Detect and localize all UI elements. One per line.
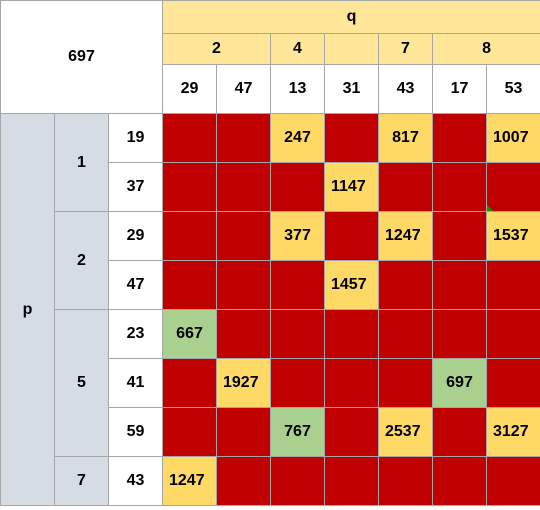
product-cell: 1147 <box>324 162 379 212</box>
p-value-header: 41 <box>108 358 163 408</box>
product-cell <box>485 260 540 310</box>
corner-value: 697 <box>0 0 163 114</box>
q-group-header: 4 <box>270 33 325 65</box>
product-cell <box>162 211 217 261</box>
p-value-header: 59 <box>108 407 163 457</box>
product-cell <box>270 456 325 506</box>
product-cell <box>162 162 217 212</box>
q-value-header: 31 <box>324 64 379 114</box>
product-cell <box>162 407 217 457</box>
q-value-header: 47 <box>216 64 271 114</box>
product-cell: 247 <box>270 113 325 163</box>
product-cell: 3127 <box>485 407 540 457</box>
product-cell <box>324 309 379 359</box>
p-group-header: 1 <box>54 113 109 212</box>
table-row: 2 29 377 1247 1537 <box>1 211 540 310</box>
table-row: 47 1457 <box>1 260 540 310</box>
q-value-header: 53 <box>485 64 540 114</box>
product-cell <box>324 358 379 408</box>
q-axis-label: q <box>161 0 540 34</box>
p-value-header: 43 <box>108 456 163 506</box>
p-group-header: 5 <box>54 309 109 457</box>
q-group-header: 2 <box>162 33 271 65</box>
q-value-header: 13 <box>270 64 325 114</box>
product-cell: 817 <box>378 113 433 163</box>
product-cell <box>485 358 540 408</box>
table-row: p 1 19 247 817 1007 <box>0 113 540 506</box>
q-value-header: 29 <box>162 64 217 114</box>
table-row: 41 1927 697 <box>1 358 540 408</box>
product-cell: 1457 <box>324 260 379 310</box>
product-cell <box>270 309 325 359</box>
product-cell: 1927 <box>216 358 271 408</box>
q-value-header: 43 <box>378 64 433 114</box>
product-cell <box>432 211 487 261</box>
product-cell <box>432 309 487 359</box>
product-cell: 377 <box>270 211 325 261</box>
p-value-header: 37 <box>108 162 163 212</box>
product-cell <box>485 309 540 359</box>
p-group-header: 7 <box>54 456 109 506</box>
product-cell <box>162 260 217 310</box>
product-cell <box>216 260 271 310</box>
p-value-header: 29 <box>108 211 163 261</box>
product-cell <box>216 456 271 506</box>
product-cell <box>216 309 271 359</box>
q-group-header <box>324 33 379 65</box>
product-cell: 1537 <box>485 211 540 261</box>
product-cell <box>216 407 271 457</box>
product-cell: 697 <box>432 358 487 408</box>
product-cell <box>432 407 487 457</box>
product-cell: 1247 <box>378 211 433 261</box>
product-cell: 667 <box>162 309 217 359</box>
p-group-header: 2 <box>54 211 109 310</box>
product-cell <box>216 211 271 261</box>
p-axis-label: p <box>0 113 55 506</box>
table-row: 37 1147 <box>1 162 540 212</box>
product-cell <box>432 456 487 506</box>
product-cell <box>432 260 487 310</box>
p-value-header: 23 <box>108 309 163 359</box>
product-cell: 1247 <box>162 456 217 506</box>
product-cell <box>270 260 325 310</box>
p-value-header: 47 <box>108 260 163 310</box>
product-cell <box>324 456 379 506</box>
q-group-header: 7 <box>378 33 433 65</box>
product-cell <box>324 211 379 261</box>
product-cell: 767 <box>270 407 325 457</box>
product-cell <box>216 162 271 212</box>
p-value-header: 19 <box>108 113 163 163</box>
q-group-header: 8 <box>431 33 540 65</box>
product-cell <box>162 113 217 163</box>
table-row: 7 43 1247 <box>1 456 540 506</box>
product-cell: 1007 <box>485 113 540 163</box>
table-row: 5 23 667 <box>1 309 540 457</box>
product-cell <box>378 358 433 408</box>
product-cell <box>270 358 325 408</box>
product-cell <box>432 162 487 212</box>
product-cell <box>378 456 433 506</box>
product-cell <box>324 407 379 457</box>
product-cell <box>378 260 433 310</box>
product-cell <box>324 113 379 163</box>
product-cell <box>485 456 540 506</box>
product-cell: 2537 <box>378 407 433 457</box>
product-cell <box>432 113 487 163</box>
product-cell <box>216 113 271 163</box>
q-value-header: 17 <box>432 64 487 114</box>
product-cell <box>378 162 433 212</box>
product-cell <box>485 162 540 212</box>
table-row: 59 767 2537 3127 <box>1 407 540 457</box>
product-cell <box>378 309 433 359</box>
product-cell <box>270 162 325 212</box>
product-cell <box>162 358 217 408</box>
